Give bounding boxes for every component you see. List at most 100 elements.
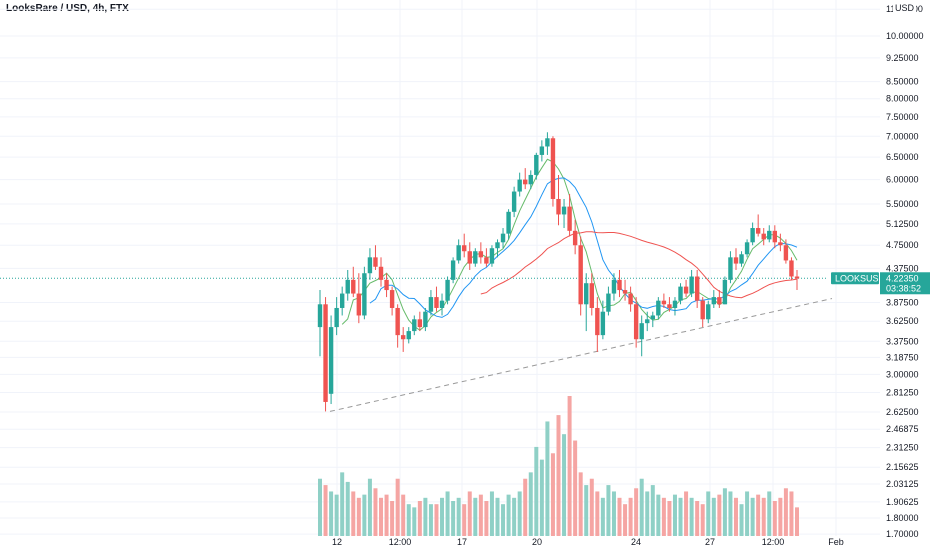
candle-body xyxy=(406,331,411,340)
candle-body xyxy=(511,191,517,212)
volume-bar xyxy=(395,478,400,536)
candle-body xyxy=(783,245,789,261)
price-badge-countdown: 03:38:52 xyxy=(886,283,921,293)
candle-body xyxy=(661,300,667,305)
volume-bar xyxy=(323,485,328,536)
candle-body xyxy=(456,245,461,261)
date-tick-label: 24 xyxy=(631,537,641,547)
volume-bar xyxy=(678,497,683,536)
candle-body xyxy=(728,257,733,280)
price-tick-label: 2.46875 xyxy=(886,424,919,434)
candle-body xyxy=(328,327,334,394)
price-badge-value: 4.22350 xyxy=(886,273,919,283)
candle-body xyxy=(339,293,345,308)
symbol-badge xyxy=(831,272,879,285)
volume-bar xyxy=(384,494,389,536)
volume-bar xyxy=(722,488,727,536)
candle-body xyxy=(584,283,589,305)
volume-bar xyxy=(512,497,517,536)
volume-bar xyxy=(506,494,511,536)
candle-body xyxy=(761,233,766,240)
candle-body xyxy=(767,230,772,240)
price-scale-unit[interactable]: USD xyxy=(893,3,917,13)
candle-body xyxy=(517,179,522,192)
price-tick-label: 4.37500 xyxy=(886,263,919,273)
volume-bar xyxy=(667,501,672,536)
candle-body xyxy=(539,146,545,155)
candle-body xyxy=(412,319,417,332)
grid xyxy=(0,0,880,536)
candles xyxy=(317,132,800,412)
price-axis[interactable]: 11.0000010.000009.250008.500008.000007.5… xyxy=(886,4,924,539)
candle-body xyxy=(639,323,644,340)
volume-bar xyxy=(423,497,428,536)
candle-body xyxy=(351,279,356,294)
chart-title: LooksRare / USD, 4h, FTX xyxy=(6,3,129,14)
volume-bar xyxy=(656,494,661,536)
candle-body xyxy=(417,319,423,328)
volume-bar xyxy=(456,497,461,536)
volume-bar xyxy=(772,501,777,536)
volume-bar xyxy=(445,491,450,536)
volume-bar xyxy=(478,494,483,536)
candle-body xyxy=(478,251,484,258)
price-tick-label: 3.18750 xyxy=(886,352,919,362)
volume-bar xyxy=(606,485,611,536)
volume-bar xyxy=(390,501,395,536)
candle-body xyxy=(755,228,761,234)
candle-body xyxy=(600,311,606,336)
volume-bar xyxy=(412,507,417,536)
price-tick-label: 1.90625 xyxy=(886,497,919,507)
volume-bar xyxy=(562,434,567,536)
candle-body xyxy=(373,257,378,267)
volume-bar xyxy=(628,497,633,536)
volume-bar xyxy=(345,481,350,536)
volume-bar xyxy=(484,501,489,536)
volume-bar xyxy=(795,507,799,536)
candle-body xyxy=(378,266,384,280)
volume-bar xyxy=(684,491,689,536)
price-tick-label: 10.00000 xyxy=(886,31,924,41)
volume-bar xyxy=(733,497,738,536)
volume-bar xyxy=(706,491,711,536)
volume-bar xyxy=(373,488,378,536)
date-tick-label: 12 xyxy=(332,537,342,547)
candle-body xyxy=(711,297,717,305)
volume-bar xyxy=(517,491,522,536)
candle-body xyxy=(622,290,628,294)
volume-bar xyxy=(750,497,755,536)
candle-body xyxy=(794,276,800,279)
volume-bar xyxy=(689,497,694,536)
time-axis[interactable]: 12 12:00 17 20 24 27 12:00 Feb xyxy=(332,537,844,547)
price-tick-label: 2.15625 xyxy=(886,462,919,472)
date-tick-label: 17 xyxy=(457,537,467,547)
volume-bar xyxy=(501,504,506,536)
candle-body xyxy=(450,260,456,280)
date-tick-label: 27 xyxy=(705,537,715,547)
volume-bar xyxy=(550,453,555,536)
candle-body xyxy=(778,242,783,246)
price-tick-label: 2.81250 xyxy=(886,388,919,398)
volume-bar xyxy=(318,478,322,536)
volume-bar xyxy=(567,396,572,536)
candle-body xyxy=(506,211,511,234)
candle-body xyxy=(395,307,400,336)
candle-body xyxy=(633,304,639,340)
candle-body xyxy=(589,283,594,308)
volume-bars xyxy=(318,396,799,536)
candle-body xyxy=(500,233,506,243)
volume-bar xyxy=(523,478,528,536)
ma-slow-line xyxy=(480,231,798,299)
volume-bar xyxy=(356,497,361,536)
volume-bar xyxy=(417,501,422,536)
volume-bar xyxy=(700,504,705,536)
candle-body xyxy=(789,260,794,277)
candle-body xyxy=(572,230,578,246)
candle-body xyxy=(423,311,428,328)
volume-bar xyxy=(473,497,478,536)
volume-bar xyxy=(695,501,700,536)
candle-body xyxy=(561,206,567,215)
candle-body xyxy=(362,273,367,316)
trendline[interactable] xyxy=(329,298,833,412)
